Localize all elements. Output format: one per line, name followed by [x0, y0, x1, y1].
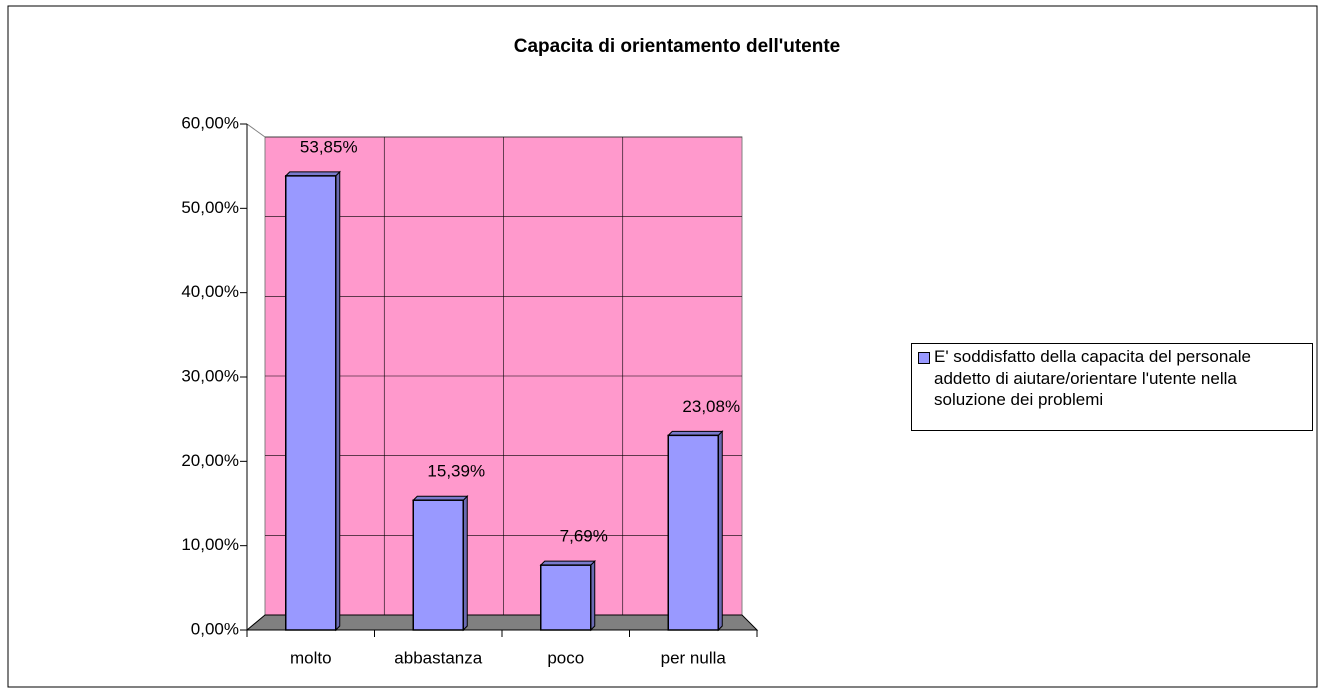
- data-label: 7,69%: [560, 527, 608, 546]
- x-tick-label: poco: [547, 648, 584, 667]
- y-tick-label: 30,00%: [181, 366, 239, 385]
- bar: [285, 175, 337, 631]
- bar: [540, 564, 592, 631]
- chart-title: Capacita di orientamento dell'utente: [514, 36, 841, 57]
- y-tick-label: 10,00%: [181, 535, 239, 554]
- y-tick-label: 50,00%: [181, 198, 239, 217]
- legend-swatch: [918, 352, 930, 364]
- y-tick-label: 0,00%: [191, 619, 239, 638]
- bar: [667, 434, 719, 631]
- data-label: 53,85%: [300, 137, 358, 156]
- data-label: 23,08%: [682, 397, 740, 416]
- data-label: 15,39%: [427, 462, 485, 481]
- y-tick-label: 40,00%: [181, 282, 239, 301]
- x-tick-label: abbastanza: [394, 648, 482, 667]
- side-wall-edge: [246, 123, 266, 138]
- legend-label: E' soddisfatto della capacita del person…: [934, 347, 1252, 409]
- x-tick-label: molto: [290, 648, 332, 667]
- y-tick-label: 60,00%: [181, 113, 239, 132]
- bar: [412, 499, 464, 631]
- legend: E' soddisfatto della capacita del person…: [911, 343, 1313, 431]
- y-tick-label: 20,00%: [181, 451, 239, 470]
- x-tick-label: per nulla: [661, 648, 727, 667]
